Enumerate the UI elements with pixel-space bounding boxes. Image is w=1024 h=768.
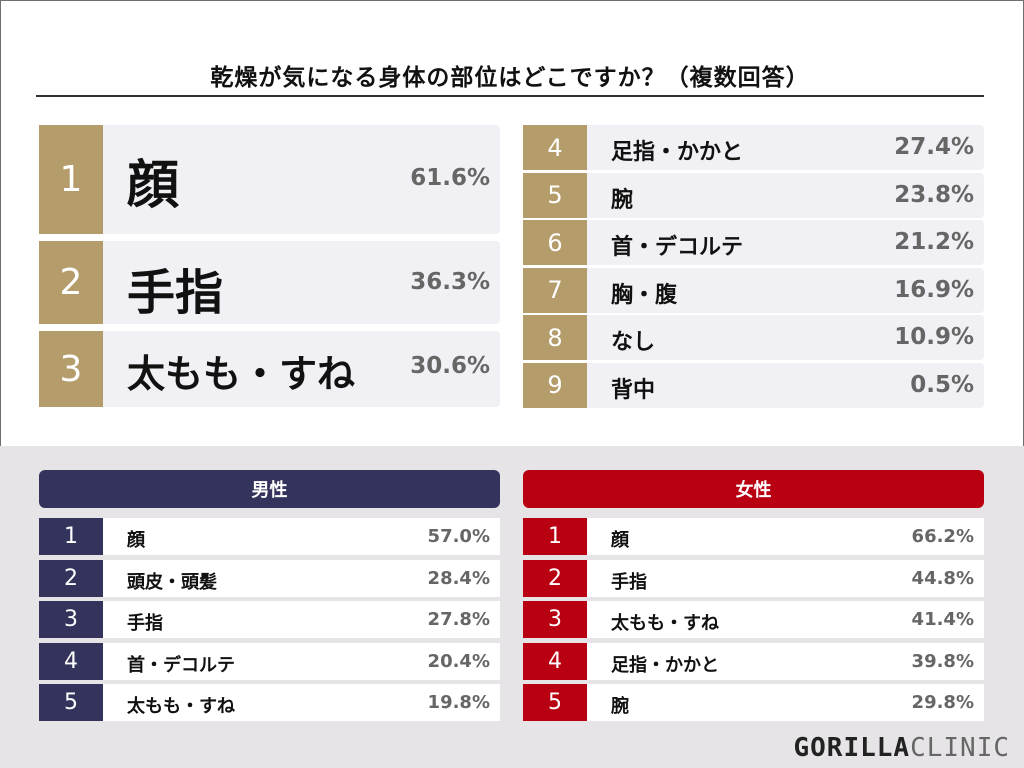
- rank-percentage: 10.9%: [894, 324, 974, 350]
- rank-row: 5 腕 23.8%: [523, 172, 984, 218]
- list-rank: 4: [523, 642, 587, 680]
- rank-number: 4: [523, 125, 587, 170]
- list-item: 4 足指・かかと 39.8%: [523, 642, 984, 680]
- list-label: 首・デコルテ: [127, 654, 235, 676]
- list-item: 3 太もも・すね 41.4%: [523, 601, 984, 638]
- brand-logo: GORILLACLINIC: [794, 733, 1011, 763]
- list-percentage: 44.8%: [911, 567, 974, 589]
- list-rank: 1: [39, 518, 103, 555]
- list-rank: 5: [523, 684, 587, 721]
- list-label: 頭皮・頭髪: [127, 571, 217, 593]
- list-percentage: 20.4%: [427, 650, 490, 672]
- list-percentage: 27.8%: [427, 609, 490, 630]
- list-rank: 4: [39, 642, 103, 680]
- list-item: 1 顔 57.0%: [39, 518, 500, 555]
- list-percentage: 66.2%: [911, 526, 974, 547]
- list-percentage: 28.4%: [427, 567, 490, 589]
- chart-title: 乾燥が気になる身体の部位はどこですか？（複数回答）: [210, 65, 810, 91]
- rank-label: 胸・腹: [611, 282, 678, 308]
- list-label: 太もも・すね: [127, 696, 235, 717]
- list-rank: 2: [523, 559, 587, 597]
- rank-number: 8: [523, 315, 587, 360]
- rank-label: 手指: [127, 265, 224, 321]
- list-item: 3 手指 27.8%: [39, 601, 500, 638]
- rank-number: 5: [523, 172, 587, 218]
- rank-label: 足指・かかと: [611, 140, 744, 165]
- rank-percentage: 21.2%: [894, 229, 974, 255]
- rank-percentage: 16.9%: [894, 276, 974, 303]
- rank-row: 2 手指 36.3%: [39, 241, 500, 324]
- rank-row: 7 胸・腹 16.9%: [523, 267, 984, 313]
- list-percentage: 19.8%: [427, 692, 490, 713]
- rank-row: 8 なし 10.9%: [523, 315, 984, 360]
- rank-row: 1 顔 61.6%: [39, 125, 500, 234]
- title-divider: [36, 95, 984, 97]
- rank-row: 9 背中 0.5%: [523, 362, 984, 408]
- rank-number: 3: [39, 331, 103, 407]
- list-percentage: 29.8%: [911, 692, 974, 713]
- rank-number: 2: [39, 241, 103, 324]
- list-item: 5 太もも・すね 19.8%: [39, 684, 500, 721]
- rank-number: 1: [39, 125, 103, 234]
- rank-percentage: 27.4%: [894, 134, 974, 160]
- rank-label: 腕: [611, 187, 634, 213]
- list-label: 手指: [127, 613, 163, 634]
- list-label: 太もも・すね: [611, 613, 719, 634]
- rank-row: 6 首・デコルテ 21.2%: [523, 220, 984, 265]
- rank-percentage: 30.6%: [410, 353, 490, 379]
- rank-label: 太もも・すね: [127, 352, 356, 396]
- rank-percentage: 0.5%: [910, 371, 974, 398]
- rank-label: なし: [611, 330, 656, 355]
- rank-row: 3 太もも・すね 30.6%: [39, 331, 500, 407]
- list-item: 1 顔 66.2%: [523, 518, 984, 555]
- list-label: 腕: [611, 696, 629, 717]
- rank-number: 6: [523, 220, 587, 265]
- list-percentage: 57.0%: [427, 526, 490, 547]
- rank-label: 顔: [127, 156, 180, 216]
- list-item: 5 腕 29.8%: [523, 684, 984, 721]
- list-percentage: 41.4%: [911, 609, 974, 630]
- rank-percentage: 36.3%: [410, 269, 490, 295]
- female-header: 女性: [523, 470, 984, 508]
- list-label: 手指: [611, 571, 647, 593]
- list-label: 顔: [611, 530, 629, 551]
- list-rank: 3: [39, 601, 103, 638]
- list-rank: 3: [523, 601, 587, 638]
- list-rank: 5: [39, 684, 103, 721]
- logo-text-bold: GORILLA: [793, 733, 911, 763]
- list-item: 2 頭皮・頭髪 28.4%: [39, 559, 500, 597]
- rank-label: 首・デコルテ: [611, 235, 744, 260]
- rank-percentage: 23.8%: [894, 181, 974, 208]
- male-header: 男性: [39, 470, 500, 508]
- list-percentage: 39.8%: [911, 650, 974, 672]
- list-rank: 1: [523, 518, 587, 555]
- rank-percentage: 61.6%: [410, 165, 490, 191]
- rank-label: 背中: [611, 377, 656, 403]
- list-label: 足指・かかと: [611, 654, 719, 676]
- rank-row: 4 足指・かかと 27.4%: [523, 125, 984, 170]
- rank-number: 9: [523, 362, 587, 408]
- list-item: 4 首・デコルテ 20.4%: [39, 642, 500, 680]
- list-label: 顔: [127, 530, 145, 551]
- rank-number: 7: [523, 267, 587, 313]
- list-rank: 2: [39, 559, 103, 597]
- logo-text-thin: CLINIC: [910, 733, 1010, 763]
- list-item: 2 手指 44.8%: [523, 559, 984, 597]
